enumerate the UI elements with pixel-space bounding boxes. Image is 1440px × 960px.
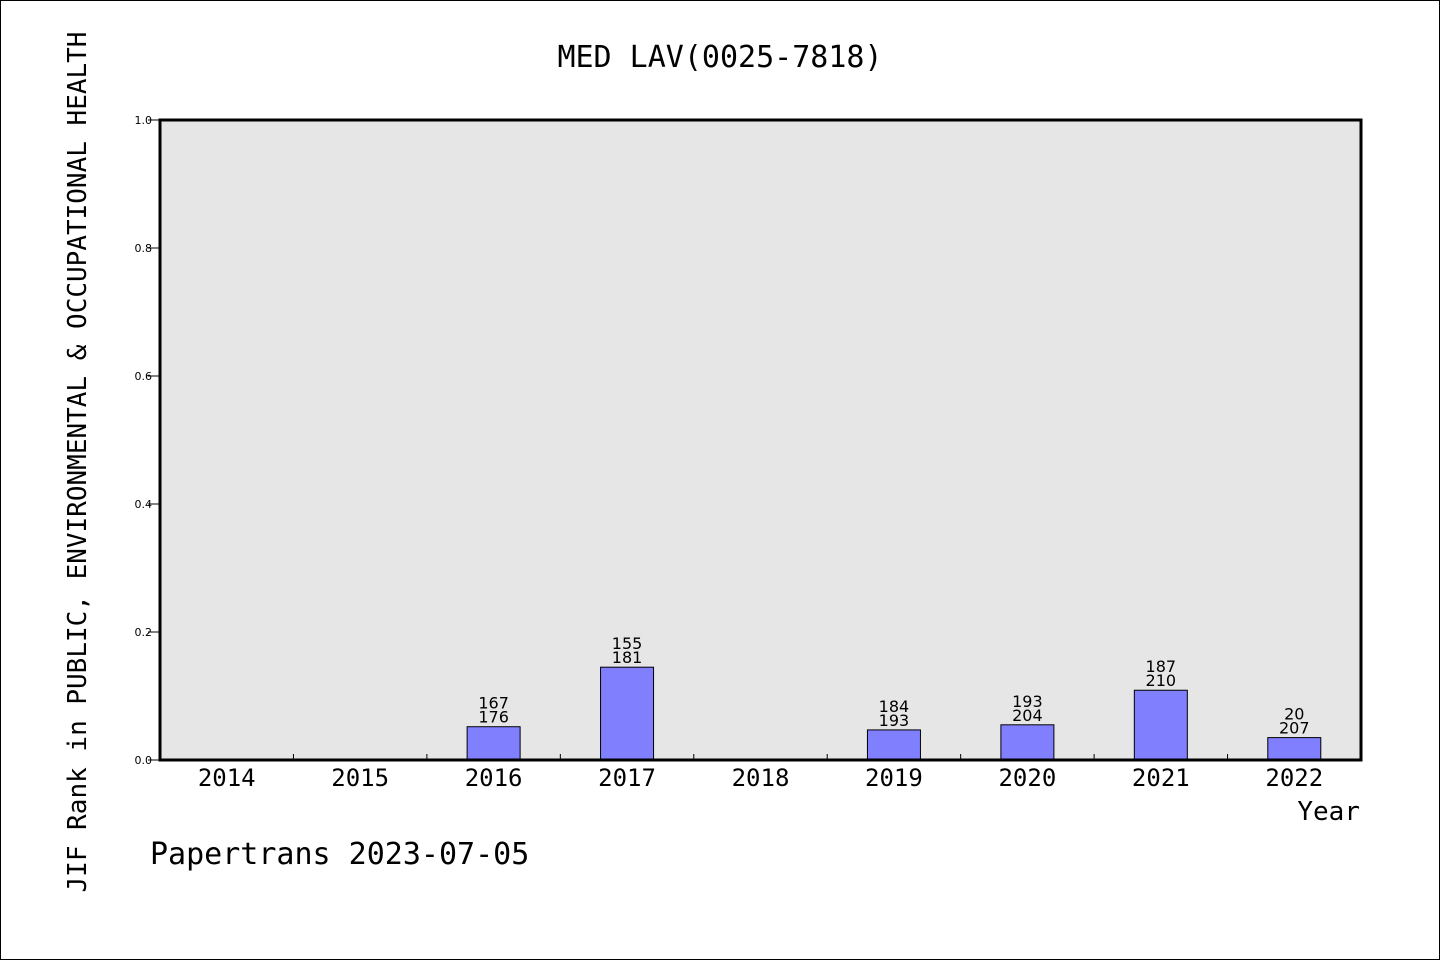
bar-total-label: 207: [1279, 719, 1310, 738]
bars-group: [466, 666, 1322, 761]
chart-title: MED LAV(0025-7818): [557, 40, 882, 75]
bar-rank-label: 167: [478, 694, 509, 713]
x-axis-label: Year: [1297, 797, 1360, 827]
bar-total-label: 181: [612, 648, 643, 667]
x-tick-label: 2015: [331, 764, 389, 792]
x-tick-label: 2016: [465, 764, 523, 792]
bar-total-label: 176: [478, 708, 509, 727]
y-tick-label: 0.6: [135, 370, 153, 383]
bar-2017: [600, 666, 655, 761]
bar-total-label: 193: [879, 711, 910, 730]
bar-total-label: 210: [1146, 671, 1177, 690]
plot-border: [158, 118, 1363, 762]
footer-text: Papertrans 2023-07-05: [150, 837, 529, 872]
x-tick-label: 2017: [598, 764, 656, 792]
bar-2016: [466, 726, 521, 761]
x-tick-label: 2019: [865, 764, 923, 792]
x-tick-label: 2014: [198, 764, 256, 792]
bar-2022: [1267, 737, 1322, 761]
x-tick-label: 2020: [998, 764, 1056, 792]
y-tick-label: 1.0: [135, 114, 153, 127]
bar-rank-label: 20: [1284, 705, 1304, 724]
x-tick-label: 2021: [1132, 764, 1190, 792]
bar-rank-label: 193: [1012, 692, 1043, 711]
bar-2021: [1133, 689, 1188, 761]
bar-rank-label: 155: [612, 634, 643, 653]
bar-2020: [1000, 724, 1055, 761]
bar-2019: [866, 729, 921, 761]
y-axis-label: JIF Rank in PUBLIC, ENVIRONMENTAL & OCCU…: [63, 32, 93, 893]
y-axis: 0.0 0.2 0.4 0.6 0.8 1.0: [135, 114, 160, 767]
x-tick-label: 2018: [732, 764, 790, 792]
x-axis: 2014 2015 2016 2017 2018 2019 2020 2021 2022: [198, 754, 1323, 792]
y-tick-label: 0.4: [135, 498, 153, 511]
bar-total-label: 204: [1012, 706, 1043, 725]
bar-rank-label: 184: [879, 697, 910, 716]
x-tick-label: 2022: [1265, 764, 1323, 792]
bar-rank-label: 187: [1146, 657, 1177, 676]
y-tick-label: 0.8: [135, 242, 153, 255]
y-tick-label: 0.2: [135, 626, 153, 639]
y-tick-label: 0.0: [135, 754, 153, 767]
plot-area: [160, 120, 1361, 760]
